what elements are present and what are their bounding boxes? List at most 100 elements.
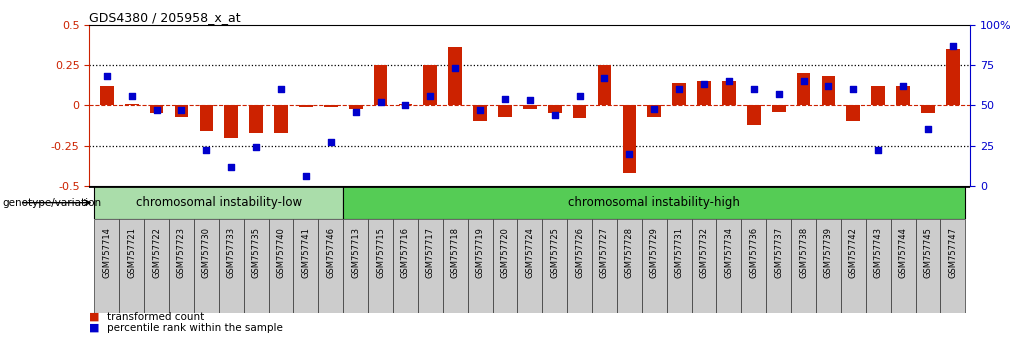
Bar [448, 47, 462, 105]
Text: GSM757743: GSM757743 [874, 227, 883, 278]
Point [621, 151, 637, 156]
Bar [642, 219, 666, 313]
Point [796, 78, 812, 84]
Point [770, 91, 786, 97]
Text: percentile rank within the sample: percentile rank within the sample [107, 322, 282, 332]
Text: GSM757717: GSM757717 [426, 227, 435, 278]
Bar [299, 105, 313, 107]
Bar [816, 219, 841, 313]
Bar [673, 83, 686, 105]
Bar [493, 219, 517, 313]
Text: GSM757725: GSM757725 [551, 227, 559, 278]
Bar [144, 219, 169, 313]
Bar [443, 219, 467, 313]
Bar [841, 219, 866, 313]
Point [373, 99, 389, 105]
Bar [543, 219, 567, 313]
Point [497, 96, 513, 102]
Bar [915, 219, 941, 313]
Bar [374, 65, 387, 105]
Bar [517, 219, 543, 313]
Text: ■: ■ [89, 322, 100, 332]
Text: GSM757727: GSM757727 [600, 227, 609, 278]
Point [671, 86, 687, 92]
Bar [592, 219, 617, 313]
Bar [872, 86, 885, 105]
Point [870, 148, 886, 153]
Text: GSM757739: GSM757739 [824, 227, 833, 278]
Bar [175, 105, 188, 116]
Text: GSM757729: GSM757729 [650, 227, 658, 278]
Bar [647, 105, 661, 116]
Bar [548, 105, 562, 113]
Bar [772, 105, 785, 112]
Text: GSM757740: GSM757740 [276, 227, 285, 278]
Bar [467, 219, 493, 313]
Point [895, 83, 911, 89]
Bar [94, 219, 119, 313]
Bar [94, 186, 343, 219]
Text: GSM757713: GSM757713 [352, 227, 360, 278]
Bar [318, 219, 343, 313]
Bar [946, 49, 960, 105]
Point [472, 107, 489, 113]
Point [547, 112, 563, 118]
Text: GSM757745: GSM757745 [924, 227, 933, 278]
Point [224, 164, 240, 169]
Point [347, 109, 364, 115]
Point [174, 107, 190, 113]
Bar [199, 105, 213, 131]
Point [571, 93, 587, 98]
Bar [597, 65, 612, 105]
Point [945, 43, 961, 48]
Bar [791, 219, 816, 313]
Text: ■: ■ [89, 312, 100, 322]
Bar [941, 219, 965, 313]
Bar [891, 219, 915, 313]
Text: GSM757718: GSM757718 [451, 227, 459, 278]
Text: GSM757744: GSM757744 [898, 227, 907, 278]
Bar [119, 219, 144, 313]
Point [148, 107, 165, 113]
Bar [194, 219, 218, 313]
Text: GSM757726: GSM757726 [575, 227, 584, 278]
Bar [697, 81, 711, 105]
Text: GSM757734: GSM757734 [724, 227, 734, 278]
Text: GSM757733: GSM757733 [227, 227, 236, 278]
Point [323, 139, 339, 145]
Bar [766, 219, 791, 313]
Bar [418, 219, 443, 313]
Text: GSM757721: GSM757721 [127, 227, 136, 278]
Text: GSM757747: GSM757747 [948, 227, 957, 278]
Bar [149, 105, 164, 113]
Bar [100, 86, 114, 105]
Text: GSM757719: GSM757719 [475, 227, 485, 278]
Bar [348, 105, 363, 109]
Bar [125, 104, 138, 105]
Bar [393, 219, 418, 313]
Point [845, 86, 862, 92]
Bar [473, 105, 487, 121]
Bar [249, 105, 263, 133]
Bar [623, 105, 636, 173]
Text: GSM757715: GSM757715 [376, 227, 385, 278]
Text: GSM757737: GSM757737 [774, 227, 783, 278]
Text: GSM757728: GSM757728 [625, 227, 634, 278]
Text: GSM757746: GSM757746 [326, 227, 335, 278]
Bar [866, 219, 891, 313]
Text: GSM757730: GSM757730 [202, 227, 211, 278]
Bar [747, 105, 761, 125]
Point [198, 148, 214, 153]
Bar [617, 219, 642, 313]
Point [646, 106, 662, 112]
Bar [716, 219, 742, 313]
Bar [294, 219, 318, 313]
Point [596, 75, 613, 81]
Bar [722, 81, 736, 105]
Bar [343, 186, 965, 219]
Bar [567, 219, 592, 313]
Bar [398, 104, 412, 105]
Point [248, 144, 264, 150]
Bar [169, 219, 194, 313]
Bar [244, 219, 268, 313]
